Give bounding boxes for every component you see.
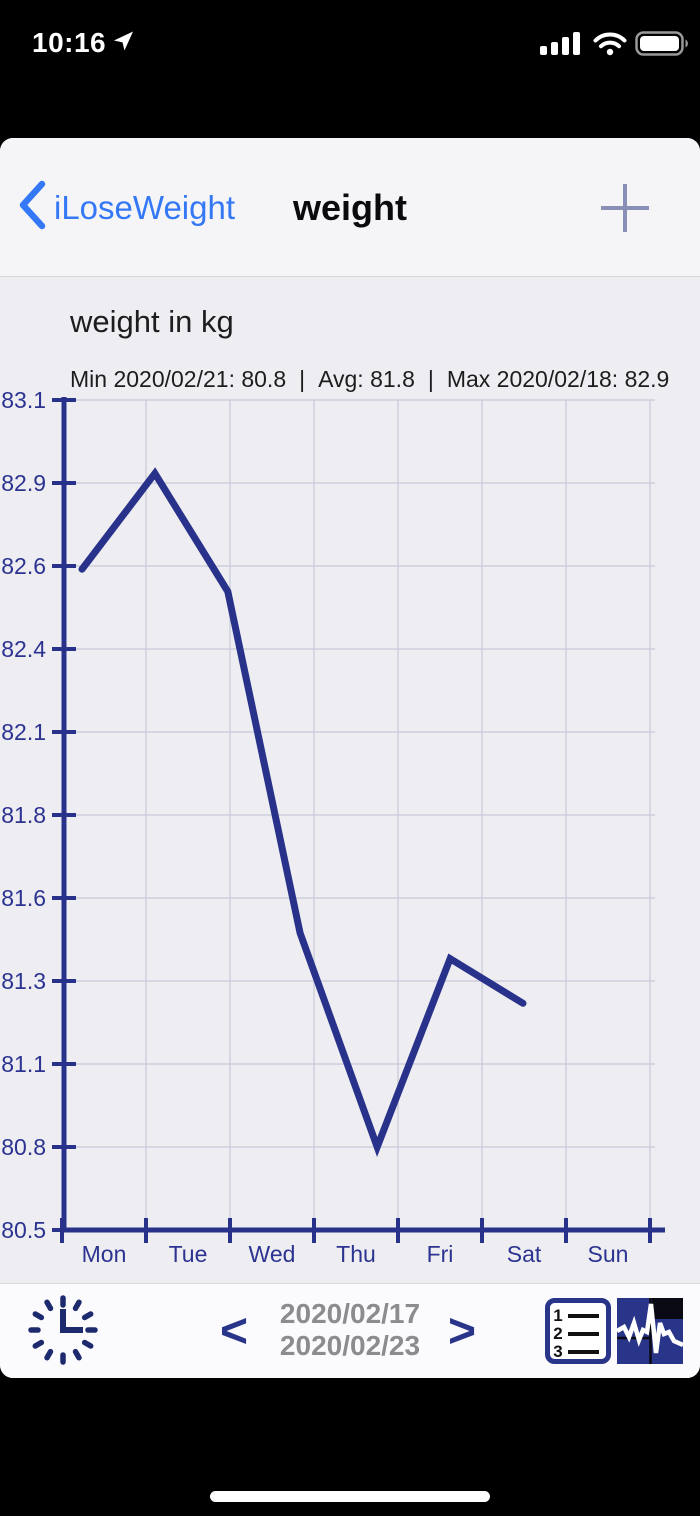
next-week-button[interactable]: > [448, 1284, 476, 1378]
plus-icon [599, 184, 651, 237]
date-range: 2020/02/17 2020/02/23 [250, 1298, 450, 1362]
stat-separator: | [299, 366, 306, 392]
y-axis-label: 81.3 [1, 968, 46, 994]
y-axis-label: 80.8 [1, 1134, 46, 1160]
app-window: iLoseWeight weight weight in kg Min 2020… [0, 138, 700, 1378]
status-bar-right [539, 31, 691, 61]
svg-text:1: 1 [553, 1306, 562, 1325]
time-mode-button[interactable] [27, 1294, 99, 1366]
pulse-chart-icon [615, 1298, 684, 1367]
stat-avg: Avg: 81.8 [318, 366, 415, 392]
nav-bar: iLoseWeight weight [0, 138, 700, 277]
bottom-toolbar: < 2020/02/17 2020/02/23 > 1 2 3 [0, 1283, 700, 1378]
y-axis-label: 82.6 [1, 553, 46, 579]
status-bar-left: 10:16 [32, 27, 134, 59]
add-entry-button[interactable] [599, 182, 651, 234]
status-time: 10:16 [32, 27, 107, 58]
date-range-start: 2020/02/17 [279, 1298, 421, 1329]
weight-line [78, 467, 527, 1157]
page-title: weight [293, 186, 407, 228]
y-axis-label: 82.9 [1, 470, 46, 496]
y-axis-label: 83.1 [1, 390, 46, 413]
y-axis-label: 82.1 [1, 719, 46, 745]
cellular-signal-icon [539, 31, 585, 61]
home-indicator[interactable] [210, 1491, 490, 1502]
x-axis-label: Wed [249, 1241, 296, 1267]
battery-icon [635, 31, 691, 61]
back-button-label: iLoseWeight [54, 188, 236, 226]
stat-max: Max 2020/02/18: 82.9 [446, 366, 670, 392]
stat-min: Min 2020/02/21: 80.8 [70, 366, 287, 392]
date-range-end: 2020/02/23 [279, 1330, 421, 1361]
y-axis-label: 81.8 [1, 802, 46, 828]
y-axis-label: 81.6 [1, 885, 46, 911]
numbered-list-icon: 1 2 3 [545, 1298, 611, 1367]
wifi-icon [593, 31, 627, 61]
x-axis-label: Thu [336, 1241, 376, 1267]
x-axis-label: Tue [169, 1241, 208, 1267]
chart-view-button[interactable] [615, 1298, 684, 1367]
back-chevron-icon [18, 180, 46, 235]
y-axis-label: 82.4 [1, 636, 46, 662]
stat-separator: | [427, 366, 434, 392]
x-axis-label: Mon [82, 1241, 127, 1267]
x-axis-label: Sun [588, 1241, 629, 1267]
svg-text:2: 2 [553, 1324, 562, 1343]
previous-week-button[interactable]: < [220, 1284, 248, 1378]
back-button[interactable]: iLoseWeight [18, 138, 235, 277]
location-arrow-icon [113, 30, 134, 57]
x-axis-label: Fri [427, 1241, 454, 1267]
y-axis-label: 80.5 [1, 1217, 46, 1243]
x-axis-label: Sat [507, 1241, 542, 1267]
y-axis-label: 81.1 [1, 1051, 46, 1077]
weight-chart: 83.1 82.9 82.6 82.4 82.1 81.8 81.6 81.3 81.1 80.8… [1, 390, 665, 1267]
chart-stats-row: Min 2020/02/21: 80.8 | Avg: 81.8 | Max 2… [70, 366, 669, 393]
svg-text:3: 3 [553, 1342, 562, 1361]
clock-icon [27, 1295, 99, 1369]
list-view-button[interactable]: 1 2 3 [545, 1298, 611, 1364]
chart-title: weight in kg [70, 304, 234, 339]
